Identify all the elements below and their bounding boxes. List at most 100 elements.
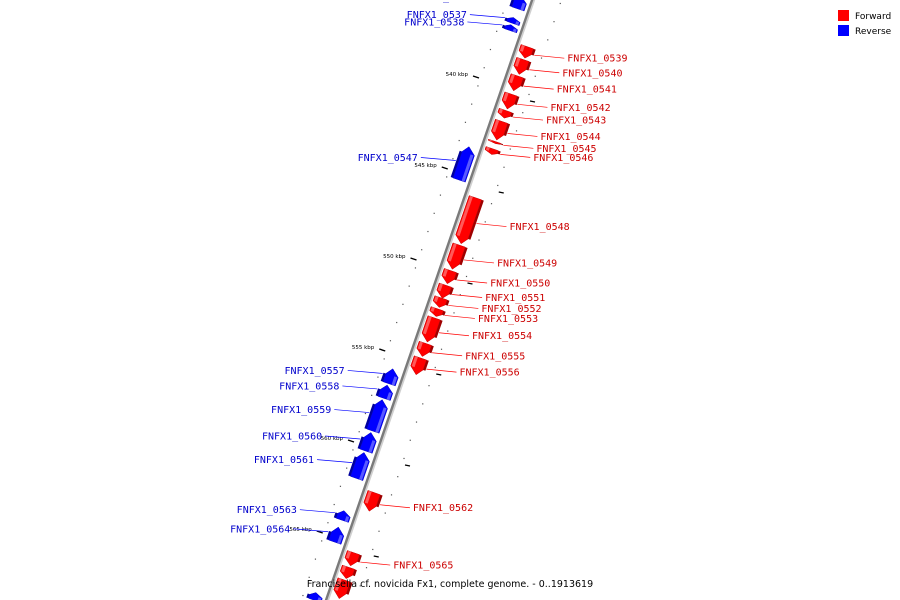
gene-label[interactable]: FNFX1_0551 bbox=[485, 293, 545, 304]
gene-label[interactable]: FNFX1_0543 bbox=[546, 116, 606, 127]
minor-tick-dot bbox=[409, 439, 411, 441]
gene-feature[interactable] bbox=[501, 24, 518, 34]
gene-label[interactable]: FNFX1_0565 bbox=[393, 561, 453, 572]
gene-feature-side bbox=[503, 123, 511, 136]
gene-label[interactable]: FNFX1_0558 bbox=[279, 381, 339, 392]
gene-label[interactable]: FNFX1_0557 bbox=[284, 366, 344, 377]
gene-feature-highlight bbox=[447, 243, 457, 262]
backbone-line bbox=[324, 0, 534, 600]
gene-leader-line bbox=[334, 409, 370, 413]
gene-leader-line bbox=[444, 315, 475, 319]
gene-feature[interactable] bbox=[497, 107, 514, 119]
gene-label[interactable]: FNFX1_0540 bbox=[562, 68, 622, 79]
gene-label[interactable]: FNFX1_0537 bbox=[407, 10, 467, 21]
gene-feature[interactable] bbox=[380, 368, 399, 387]
gene-feature-highlight bbox=[515, 21, 520, 26]
tick-label: 550 kbp bbox=[383, 254, 406, 260]
gene-feature-side bbox=[500, 143, 504, 146]
gene-label[interactable]: FNFX1_0538 bbox=[404, 17, 464, 28]
minor-tick-dot bbox=[489, 48, 492, 51]
gene-label[interactable]: FNFX1_0539 bbox=[567, 54, 627, 65]
gene-leader-line bbox=[426, 368, 457, 373]
minor-tick-dot bbox=[308, 576, 310, 578]
gene-label[interactable]: FNFX1_0546 bbox=[533, 153, 593, 164]
gene-feature[interactable] bbox=[436, 282, 454, 299]
gene-feature[interactable] bbox=[513, 56, 532, 75]
gene-feature[interactable] bbox=[450, 146, 475, 183]
gene-label[interactable]: FNFX1_0564 bbox=[230, 524, 290, 535]
gene-feature-highlight bbox=[422, 316, 432, 335]
gene-feature-side bbox=[509, 0, 515, 7]
minor-tick-dot bbox=[553, 21, 555, 23]
gene-feature[interactable] bbox=[416, 340, 434, 357]
gene-feature-side bbox=[459, 247, 468, 266]
gene-label[interactable]: FNFX1_0550 bbox=[490, 278, 550, 289]
minor-tick-dot bbox=[327, 522, 329, 524]
minor-tick-dot bbox=[540, 57, 543, 59]
gene-label[interactable]: FNFX1_0553 bbox=[478, 314, 538, 325]
gene-label[interactable]: FNFX1_0554 bbox=[472, 331, 532, 342]
gene-feature[interactable] bbox=[446, 242, 468, 270]
gene-label[interactable]: FNFX1_0536 bbox=[413, 0, 473, 3]
gene-feature[interactable] bbox=[375, 384, 393, 401]
gene-leader-line bbox=[347, 370, 383, 374]
gene-label[interactable]: FNFX1_0556 bbox=[459, 368, 519, 379]
gene-label[interactable]: FNFX1_0541 bbox=[557, 85, 617, 96]
gene-feature[interactable] bbox=[421, 315, 443, 343]
minor-tick-dot bbox=[397, 476, 399, 478]
gene-feature[interactable] bbox=[333, 510, 351, 523]
gene-label[interactable]: FNFX1_0547 bbox=[358, 153, 418, 164]
gene-label[interactable]: FNFX1_0545 bbox=[536, 144, 596, 155]
gene-label[interactable]: FNFX1_0561 bbox=[254, 455, 314, 466]
gene-feature[interactable] bbox=[455, 195, 484, 245]
gene-label[interactable]: FNFX1_0559 bbox=[271, 405, 331, 416]
gene-feature[interactable] bbox=[344, 550, 362, 567]
gene-label[interactable]: FNFX1_0560 bbox=[262, 431, 322, 442]
major-tick-mark bbox=[441, 166, 448, 170]
gene-label[interactable]: FNFX1_0552 bbox=[481, 304, 541, 315]
gene-feature[interactable] bbox=[432, 295, 450, 308]
gene-feature-highlight bbox=[519, 44, 525, 52]
minor-tick-dot bbox=[352, 449, 354, 451]
gene-feature[interactable] bbox=[491, 118, 511, 141]
major-tick-mark bbox=[316, 530, 323, 534]
gene-leader-line bbox=[467, 21, 503, 26]
gene-label[interactable]: FNFX1_0549 bbox=[497, 258, 557, 269]
gene-feature[interactable] bbox=[509, 0, 527, 12]
gene-feature[interactable] bbox=[339, 564, 357, 579]
gene-feature[interactable] bbox=[363, 490, 383, 512]
gene-feature-side bbox=[364, 403, 376, 429]
gene-feature[interactable] bbox=[487, 138, 504, 146]
gene-feature[interactable] bbox=[348, 452, 370, 481]
gene-label[interactable]: FNFX1_0555 bbox=[465, 351, 525, 362]
gene-feature[interactable] bbox=[441, 268, 459, 285]
gene-feature-body bbox=[432, 295, 448, 308]
gene-feature-body bbox=[344, 550, 360, 567]
gene-label[interactable]: FNFX1_0563 bbox=[237, 505, 297, 516]
gene-feature-body bbox=[455, 195, 482, 245]
gene-feature[interactable] bbox=[507, 73, 526, 92]
gene-feature[interactable] bbox=[501, 91, 520, 110]
minor-tick-dot bbox=[497, 184, 499, 187]
legend-reverse-swatch bbox=[838, 25, 849, 36]
gene-feature[interactable] bbox=[333, 577, 353, 599]
gene-leader-line bbox=[299, 509, 335, 514]
gene-feature-highlight bbox=[341, 565, 347, 573]
gene-label[interactable]: FNFX1_0544 bbox=[540, 132, 600, 143]
gene-feature[interactable] bbox=[484, 146, 501, 155]
gene-feature[interactable] bbox=[357, 432, 377, 454]
gene-feature[interactable] bbox=[326, 526, 345, 545]
gene-feature[interactable] bbox=[518, 44, 536, 59]
gene-feature[interactable] bbox=[410, 355, 429, 376]
gene-label[interactable]: FNFX1_0548 bbox=[509, 222, 569, 233]
gene-feature-highlight bbox=[344, 516, 350, 523]
gene-feature[interactable] bbox=[504, 17, 521, 26]
gene-feature[interactable] bbox=[306, 592, 323, 600]
minor-tick-dot bbox=[515, 130, 518, 132]
gene-label[interactable]: FNFX1_0562 bbox=[413, 503, 473, 514]
gene-feature[interactable] bbox=[364, 399, 388, 434]
gene-feature-body bbox=[484, 146, 499, 155]
gene-feature[interactable] bbox=[429, 306, 446, 317]
gene-label[interactable]: FNFX1_0542 bbox=[550, 103, 610, 114]
tick-label: 545 kbp bbox=[414, 163, 437, 169]
